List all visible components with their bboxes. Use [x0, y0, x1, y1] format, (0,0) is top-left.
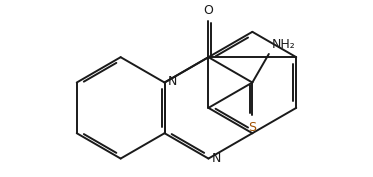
Text: N: N	[212, 152, 221, 165]
Text: NH₂: NH₂	[272, 38, 295, 52]
Text: S: S	[248, 121, 256, 133]
Text: O: O	[204, 4, 213, 17]
Text: N: N	[168, 75, 178, 88]
